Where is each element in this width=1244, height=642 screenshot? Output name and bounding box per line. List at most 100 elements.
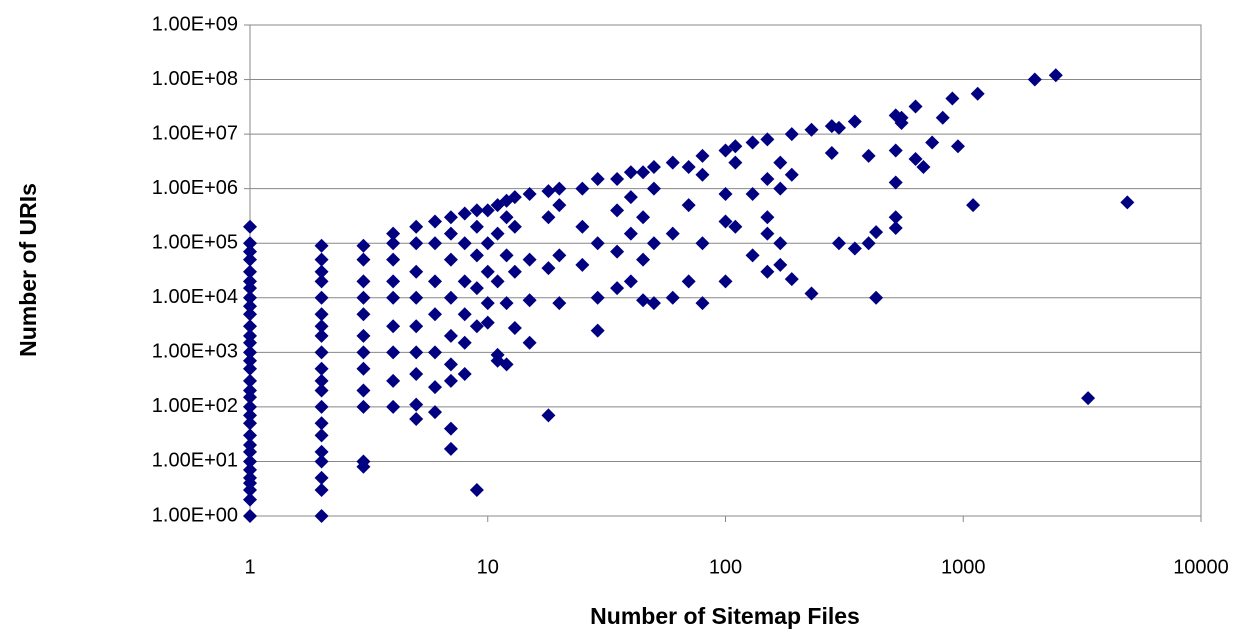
y-tick-label: 1.00E+01 bbox=[152, 450, 238, 472]
point bbox=[443, 226, 458, 241]
y-tick-label: 1.00E+05 bbox=[152, 232, 238, 254]
point bbox=[457, 206, 472, 221]
point bbox=[428, 236, 443, 251]
point bbox=[888, 210, 903, 225]
point bbox=[623, 274, 638, 289]
point bbox=[243, 328, 257, 343]
point bbox=[469, 248, 484, 263]
point bbox=[409, 219, 424, 234]
point bbox=[356, 274, 371, 289]
point bbox=[888, 175, 903, 190]
point bbox=[575, 219, 590, 234]
point bbox=[457, 307, 472, 322]
point bbox=[646, 236, 661, 251]
plot-border bbox=[249, 24, 1202, 517]
point bbox=[356, 290, 371, 305]
point bbox=[314, 290, 329, 305]
point bbox=[718, 186, 733, 201]
point bbox=[356, 328, 371, 343]
point bbox=[646, 181, 661, 196]
point bbox=[925, 135, 940, 150]
point bbox=[728, 139, 743, 154]
point bbox=[443, 373, 458, 388]
point bbox=[1081, 391, 1096, 406]
point bbox=[314, 238, 329, 253]
point bbox=[356, 454, 371, 469]
point bbox=[888, 221, 903, 236]
point bbox=[386, 236, 401, 251]
point bbox=[908, 99, 923, 114]
point bbox=[804, 286, 819, 301]
point bbox=[386, 274, 401, 289]
point bbox=[314, 373, 329, 388]
point bbox=[760, 264, 775, 279]
point bbox=[831, 120, 846, 135]
point bbox=[480, 203, 495, 218]
point bbox=[728, 219, 743, 234]
point bbox=[314, 416, 329, 431]
y-tick-label: 1.00E+02 bbox=[152, 395, 238, 417]
point bbox=[356, 383, 371, 398]
point bbox=[243, 470, 257, 485]
point bbox=[480, 236, 495, 251]
point bbox=[552, 198, 567, 213]
x-tick-label: 100 bbox=[709, 556, 742, 578]
point bbox=[469, 281, 484, 296]
point bbox=[695, 296, 710, 311]
point bbox=[490, 226, 505, 241]
point bbox=[861, 236, 876, 251]
point bbox=[386, 399, 401, 414]
point bbox=[356, 238, 371, 253]
point bbox=[314, 328, 329, 343]
point bbox=[590, 290, 605, 305]
point bbox=[760, 210, 775, 225]
point bbox=[386, 319, 401, 334]
point bbox=[636, 210, 651, 225]
point bbox=[409, 367, 424, 382]
point bbox=[314, 274, 329, 289]
point bbox=[243, 438, 257, 453]
point bbox=[314, 470, 329, 485]
point bbox=[480, 296, 495, 311]
point bbox=[681, 274, 696, 289]
point bbox=[428, 380, 443, 395]
point bbox=[409, 345, 424, 360]
point bbox=[861, 148, 876, 163]
point bbox=[773, 257, 788, 272]
point bbox=[243, 274, 257, 289]
point bbox=[469, 482, 484, 497]
point bbox=[695, 236, 710, 251]
point bbox=[1120, 195, 1135, 210]
point bbox=[552, 248, 567, 263]
point bbox=[356, 361, 371, 376]
point bbox=[728, 155, 743, 170]
point bbox=[507, 264, 522, 279]
point bbox=[966, 198, 981, 213]
point bbox=[243, 454, 257, 469]
point bbox=[469, 319, 484, 334]
point bbox=[314, 399, 329, 414]
point bbox=[824, 146, 839, 161]
point bbox=[428, 405, 443, 420]
point bbox=[356, 399, 371, 414]
point bbox=[443, 252, 458, 267]
point bbox=[773, 155, 788, 170]
y-tick-label: 1.00E+04 bbox=[152, 286, 238, 308]
point bbox=[695, 167, 710, 182]
point bbox=[590, 236, 605, 251]
point bbox=[499, 357, 514, 372]
point bbox=[386, 290, 401, 305]
point bbox=[665, 226, 680, 241]
point bbox=[243, 307, 257, 322]
point bbox=[541, 210, 556, 225]
point bbox=[804, 122, 819, 137]
point bbox=[243, 236, 257, 251]
point bbox=[490, 274, 505, 289]
point bbox=[243, 361, 257, 376]
point bbox=[745, 248, 760, 263]
point bbox=[522, 252, 537, 267]
point bbox=[888, 143, 903, 158]
point bbox=[665, 155, 680, 170]
point bbox=[314, 428, 329, 443]
point bbox=[409, 290, 424, 305]
